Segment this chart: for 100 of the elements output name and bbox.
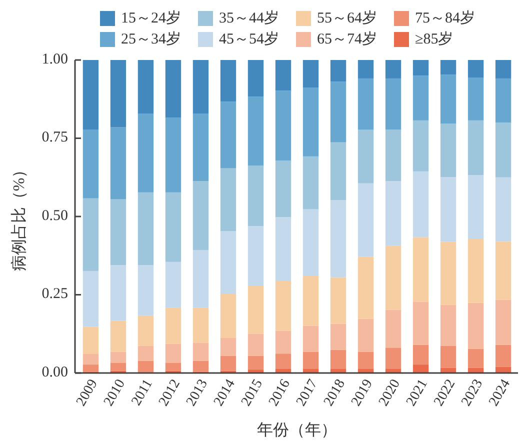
bar: [192, 60, 209, 114]
bar: [412, 76, 429, 120]
bar: [138, 360, 154, 372]
bar: [330, 82, 346, 142]
bar: [495, 78, 512, 123]
bar: [275, 90, 292, 160]
bar: [192, 308, 209, 343]
bar: [275, 60, 292, 91]
bar: [330, 277, 346, 324]
bar: [385, 78, 402, 130]
bar: [192, 342, 209, 361]
bar: [330, 368, 346, 373]
bar: [248, 286, 264, 334]
bar: [440, 304, 456, 346]
bar: [110, 320, 126, 352]
bar: [468, 120, 484, 176]
bar: [330, 350, 346, 369]
bar: [82, 198, 99, 271]
y-tick-label: 0.00: [42, 364, 68, 380]
bar: [248, 356, 264, 370]
bar: [302, 60, 319, 88]
bar: [275, 280, 292, 331]
y-tick-label: 0.75: [42, 130, 68, 146]
bar: [385, 181, 402, 246]
y-tick-label: 1.00: [42, 51, 68, 68]
bar: [220, 356, 236, 371]
bar: [275, 354, 292, 369]
bar: [138, 60, 154, 114]
bar: [110, 362, 126, 371]
bar: [302, 276, 319, 326]
bar: [412, 364, 429, 373]
bar: [495, 60, 512, 78]
bar: [358, 78, 374, 130]
bar: [275, 330, 292, 354]
bar: [495, 366, 512, 373]
bar: [165, 308, 182, 344]
bar: [192, 114, 209, 182]
bar: [468, 239, 484, 303]
bar: [110, 352, 126, 363]
bar: [110, 265, 126, 321]
x-axis-title: 年份（年）: [257, 422, 337, 439]
bar: [385, 60, 402, 78]
bar: [165, 362, 182, 371]
bar: [302, 352, 319, 369]
bar: [220, 338, 236, 356]
bar: [440, 177, 456, 242]
bar: [412, 60, 429, 76]
bar: [138, 265, 154, 316]
bar: [110, 60, 126, 128]
bar: [302, 209, 319, 276]
bar: [275, 217, 292, 281]
bar: [302, 156, 319, 210]
legend-label: 45～54岁: [219, 30, 279, 48]
bar: [82, 60, 99, 130]
bar: [412, 302, 429, 345]
y-tick-label: 0.25: [42, 286, 68, 302]
bar: [165, 262, 182, 308]
bar: [412, 344, 429, 365]
legend-label: 65～74岁: [317, 30, 377, 48]
bar: [358, 352, 374, 369]
bar: [495, 300, 512, 345]
bar: [358, 256, 374, 319]
y-tick-label: 0.50: [42, 208, 68, 224]
bar: [440, 368, 456, 373]
bar: [412, 171, 429, 238]
bar: [468, 368, 484, 373]
bar: [468, 78, 484, 120]
bar: [248, 60, 264, 97]
bar: [440, 346, 456, 368]
legend-label: ≥85岁: [415, 30, 454, 48]
bar: [220, 168, 236, 232]
bar: [440, 242, 456, 305]
legend-label: 55～64岁: [317, 9, 377, 26]
bar: [385, 368, 402, 373]
bar: [192, 360, 209, 372]
bar: [330, 200, 346, 278]
bar: [248, 226, 264, 286]
bar: [220, 294, 236, 338]
bar: [165, 118, 182, 192]
bar: [440, 74, 456, 124]
bar: [165, 60, 182, 118]
bar: [220, 231, 236, 294]
bar: [82, 129, 99, 198]
bar: [495, 241, 512, 300]
bar: [138, 346, 154, 361]
bar: [440, 124, 456, 178]
bar: [330, 324, 346, 350]
bar: [385, 246, 402, 310]
bar: [358, 130, 374, 184]
bar: [138, 315, 154, 346]
legend-label: 15～24岁: [121, 9, 181, 26]
bar: [248, 96, 264, 166]
bar: [495, 122, 512, 178]
bar: [412, 237, 429, 302]
legend-label: 75～84岁: [415, 9, 475, 26]
bar: [275, 160, 292, 218]
bar: [110, 127, 126, 200]
bar: [412, 120, 429, 172]
bar: [495, 344, 512, 367]
bar: [165, 344, 182, 363]
